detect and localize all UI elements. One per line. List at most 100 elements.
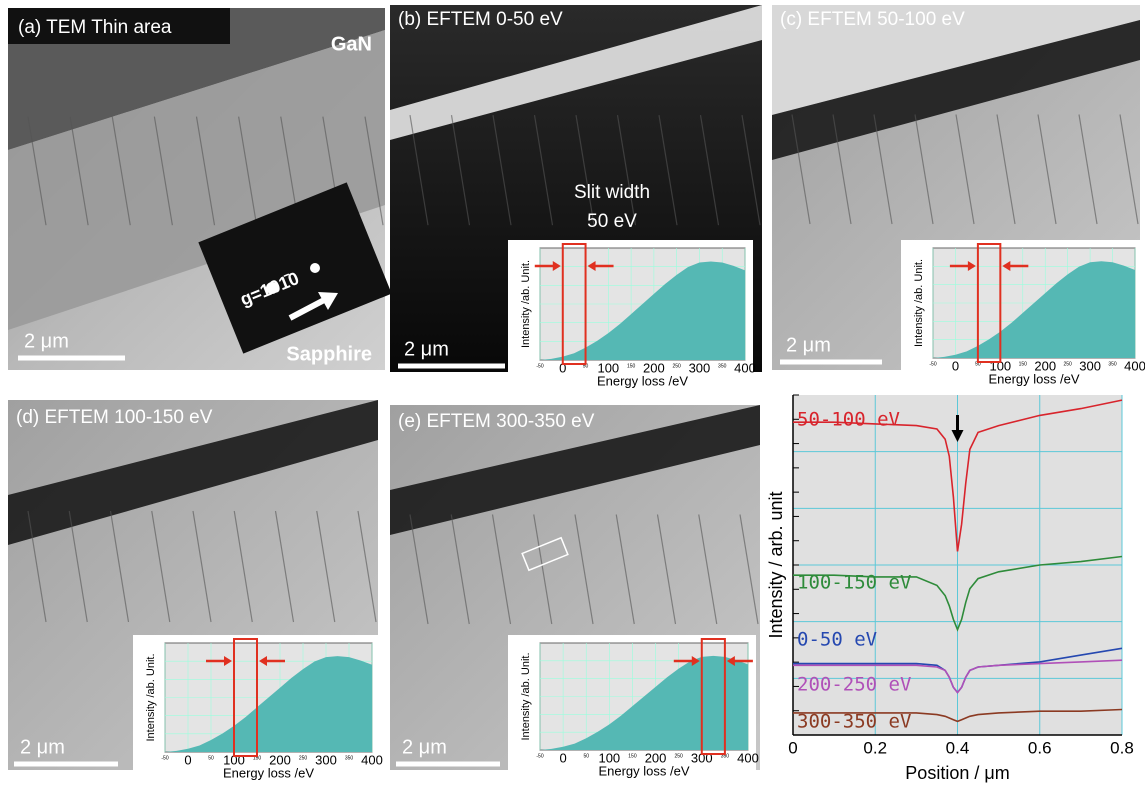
dislocation bbox=[492, 115, 512, 226]
panel-label: (a) TEM Thin area bbox=[18, 17, 172, 38]
x-tick-label: 150 bbox=[1019, 361, 1028, 367]
spectrum-area bbox=[540, 655, 748, 750]
dislocation bbox=[1078, 114, 1098, 225]
panel-label: (b) EFTEM 0-50 eV bbox=[398, 9, 563, 30]
spectrum-area bbox=[165, 656, 372, 752]
y-axis-label: Intensity /ab. Unit. bbox=[145, 653, 157, 741]
x-tick-label: 0 bbox=[952, 358, 959, 373]
diffraction-pattern bbox=[198, 182, 392, 354]
series-label: 100-150 eV bbox=[797, 572, 911, 594]
dislocation bbox=[873, 114, 893, 225]
image-text: 50 eV bbox=[587, 211, 637, 232]
x-tick-label: 200 bbox=[269, 752, 291, 767]
x-axis-label: Energy loss /eV bbox=[598, 763, 689, 778]
window-arrow-head bbox=[259, 656, 267, 666]
profile-line bbox=[793, 399, 1123, 552]
panel-label: (d) EFTEM 100-150 eV bbox=[16, 407, 213, 428]
x-tick-label: 300 bbox=[315, 752, 337, 767]
dislocation bbox=[111, 116, 131, 226]
panel-label: (e) EFTEM 300-350 eV bbox=[398, 411, 595, 432]
dislocation bbox=[533, 115, 554, 226]
scale-bar-label: 2 μm bbox=[404, 338, 449, 360]
image-band bbox=[390, 5, 762, 140]
g-arrow bbox=[288, 295, 330, 321]
x-tick-label: 0 bbox=[559, 360, 566, 375]
x-axis-label: Position / μm bbox=[905, 763, 1009, 783]
energy-window bbox=[233, 638, 258, 757]
energy-window bbox=[976, 243, 1002, 363]
image-band bbox=[8, 30, 385, 330]
profile-line bbox=[793, 555, 1123, 632]
x-tick-label: 150 bbox=[627, 363, 636, 369]
dislocation bbox=[27, 510, 47, 623]
x-tick-label: 200 bbox=[645, 750, 667, 765]
x-axis-label: Energy loss /eV bbox=[223, 765, 314, 780]
x-tick-label: 400 bbox=[734, 360, 756, 375]
dislocation bbox=[364, 116, 384, 226]
x-axis-label: Energy loss /eV bbox=[988, 371, 1079, 386]
x-tick-label: -50 bbox=[161, 755, 168, 761]
y-axis-label: Intensity / arb. unit bbox=[766, 491, 786, 638]
x-tick-label: 150 bbox=[253, 755, 262, 761]
x-tick-label: -50 bbox=[536, 363, 543, 369]
dislocation bbox=[575, 115, 595, 226]
x-tick-label: 100 bbox=[598, 750, 620, 765]
x-tick-label: 50 bbox=[208, 755, 214, 761]
g-arrow-head bbox=[318, 292, 338, 310]
window-arrow-head bbox=[726, 656, 735, 666]
dislocation bbox=[27, 116, 47, 226]
dislocation bbox=[195, 116, 216, 226]
dislocation bbox=[1037, 114, 1057, 225]
x-tick-label: 250 bbox=[674, 753, 683, 759]
x-tick-label: 0 bbox=[788, 738, 797, 757]
x-tick-label: 400 bbox=[737, 750, 759, 765]
dislocation bbox=[151, 510, 171, 623]
spectrum-area bbox=[540, 261, 745, 360]
x-tick-label: 300 bbox=[1079, 358, 1101, 373]
panel-label: (c) EFTEM 50-100 eV bbox=[780, 9, 965, 30]
window-arrow-head bbox=[224, 656, 232, 666]
x-tick-label: 0.2 bbox=[863, 738, 887, 757]
x-tick-label: 250 bbox=[299, 755, 308, 761]
dislocation bbox=[491, 514, 512, 625]
dislocation bbox=[914, 114, 934, 225]
y-axis-label: Intensity /ab. Unit. bbox=[913, 259, 925, 347]
dislocation bbox=[109, 510, 130, 623]
scale-bar-label: 2 μm bbox=[786, 334, 831, 356]
dislocation bbox=[450, 514, 470, 625]
image-region bbox=[772, 5, 1140, 115]
annotation-arrow-head bbox=[951, 430, 964, 442]
dislocation bbox=[656, 514, 677, 625]
x-tick-label: 250 bbox=[672, 363, 681, 369]
energy-window bbox=[561, 243, 587, 365]
series-label: 50-100 eV bbox=[797, 409, 900, 431]
dislocation bbox=[616, 115, 637, 226]
profile-line bbox=[793, 659, 1123, 694]
dislocation bbox=[699, 115, 720, 226]
series-label: 300-350 eV bbox=[797, 711, 911, 733]
dislocation bbox=[996, 114, 1016, 225]
dislocation bbox=[357, 510, 377, 623]
window-arrow-head bbox=[587, 261, 596, 271]
window-arrow-head bbox=[691, 656, 700, 666]
x-tick-label: 200 bbox=[643, 360, 665, 375]
diffraction-spot bbox=[266, 282, 278, 294]
dislocation bbox=[409, 514, 429, 625]
x-tick-label: 300 bbox=[689, 360, 711, 375]
series-label: 200-250 eV bbox=[797, 674, 911, 696]
x-tick-label: 0.8 bbox=[1110, 738, 1134, 757]
image-band bbox=[8, 400, 378, 545]
scale-bar-label: 2 μm bbox=[20, 736, 65, 758]
x-tick-label: 0 bbox=[559, 750, 566, 765]
dislocation bbox=[409, 115, 429, 226]
x-tick-label: 400 bbox=[1124, 358, 1145, 373]
dislocation bbox=[658, 115, 678, 226]
dislocation bbox=[698, 514, 718, 625]
x-tick-label: 350 bbox=[1108, 361, 1117, 367]
label-box bbox=[8, 8, 230, 44]
energy-window bbox=[700, 638, 726, 755]
dislocation bbox=[238, 116, 258, 226]
x-tick-label: 0.6 bbox=[1028, 738, 1052, 757]
dislocation bbox=[153, 116, 173, 226]
